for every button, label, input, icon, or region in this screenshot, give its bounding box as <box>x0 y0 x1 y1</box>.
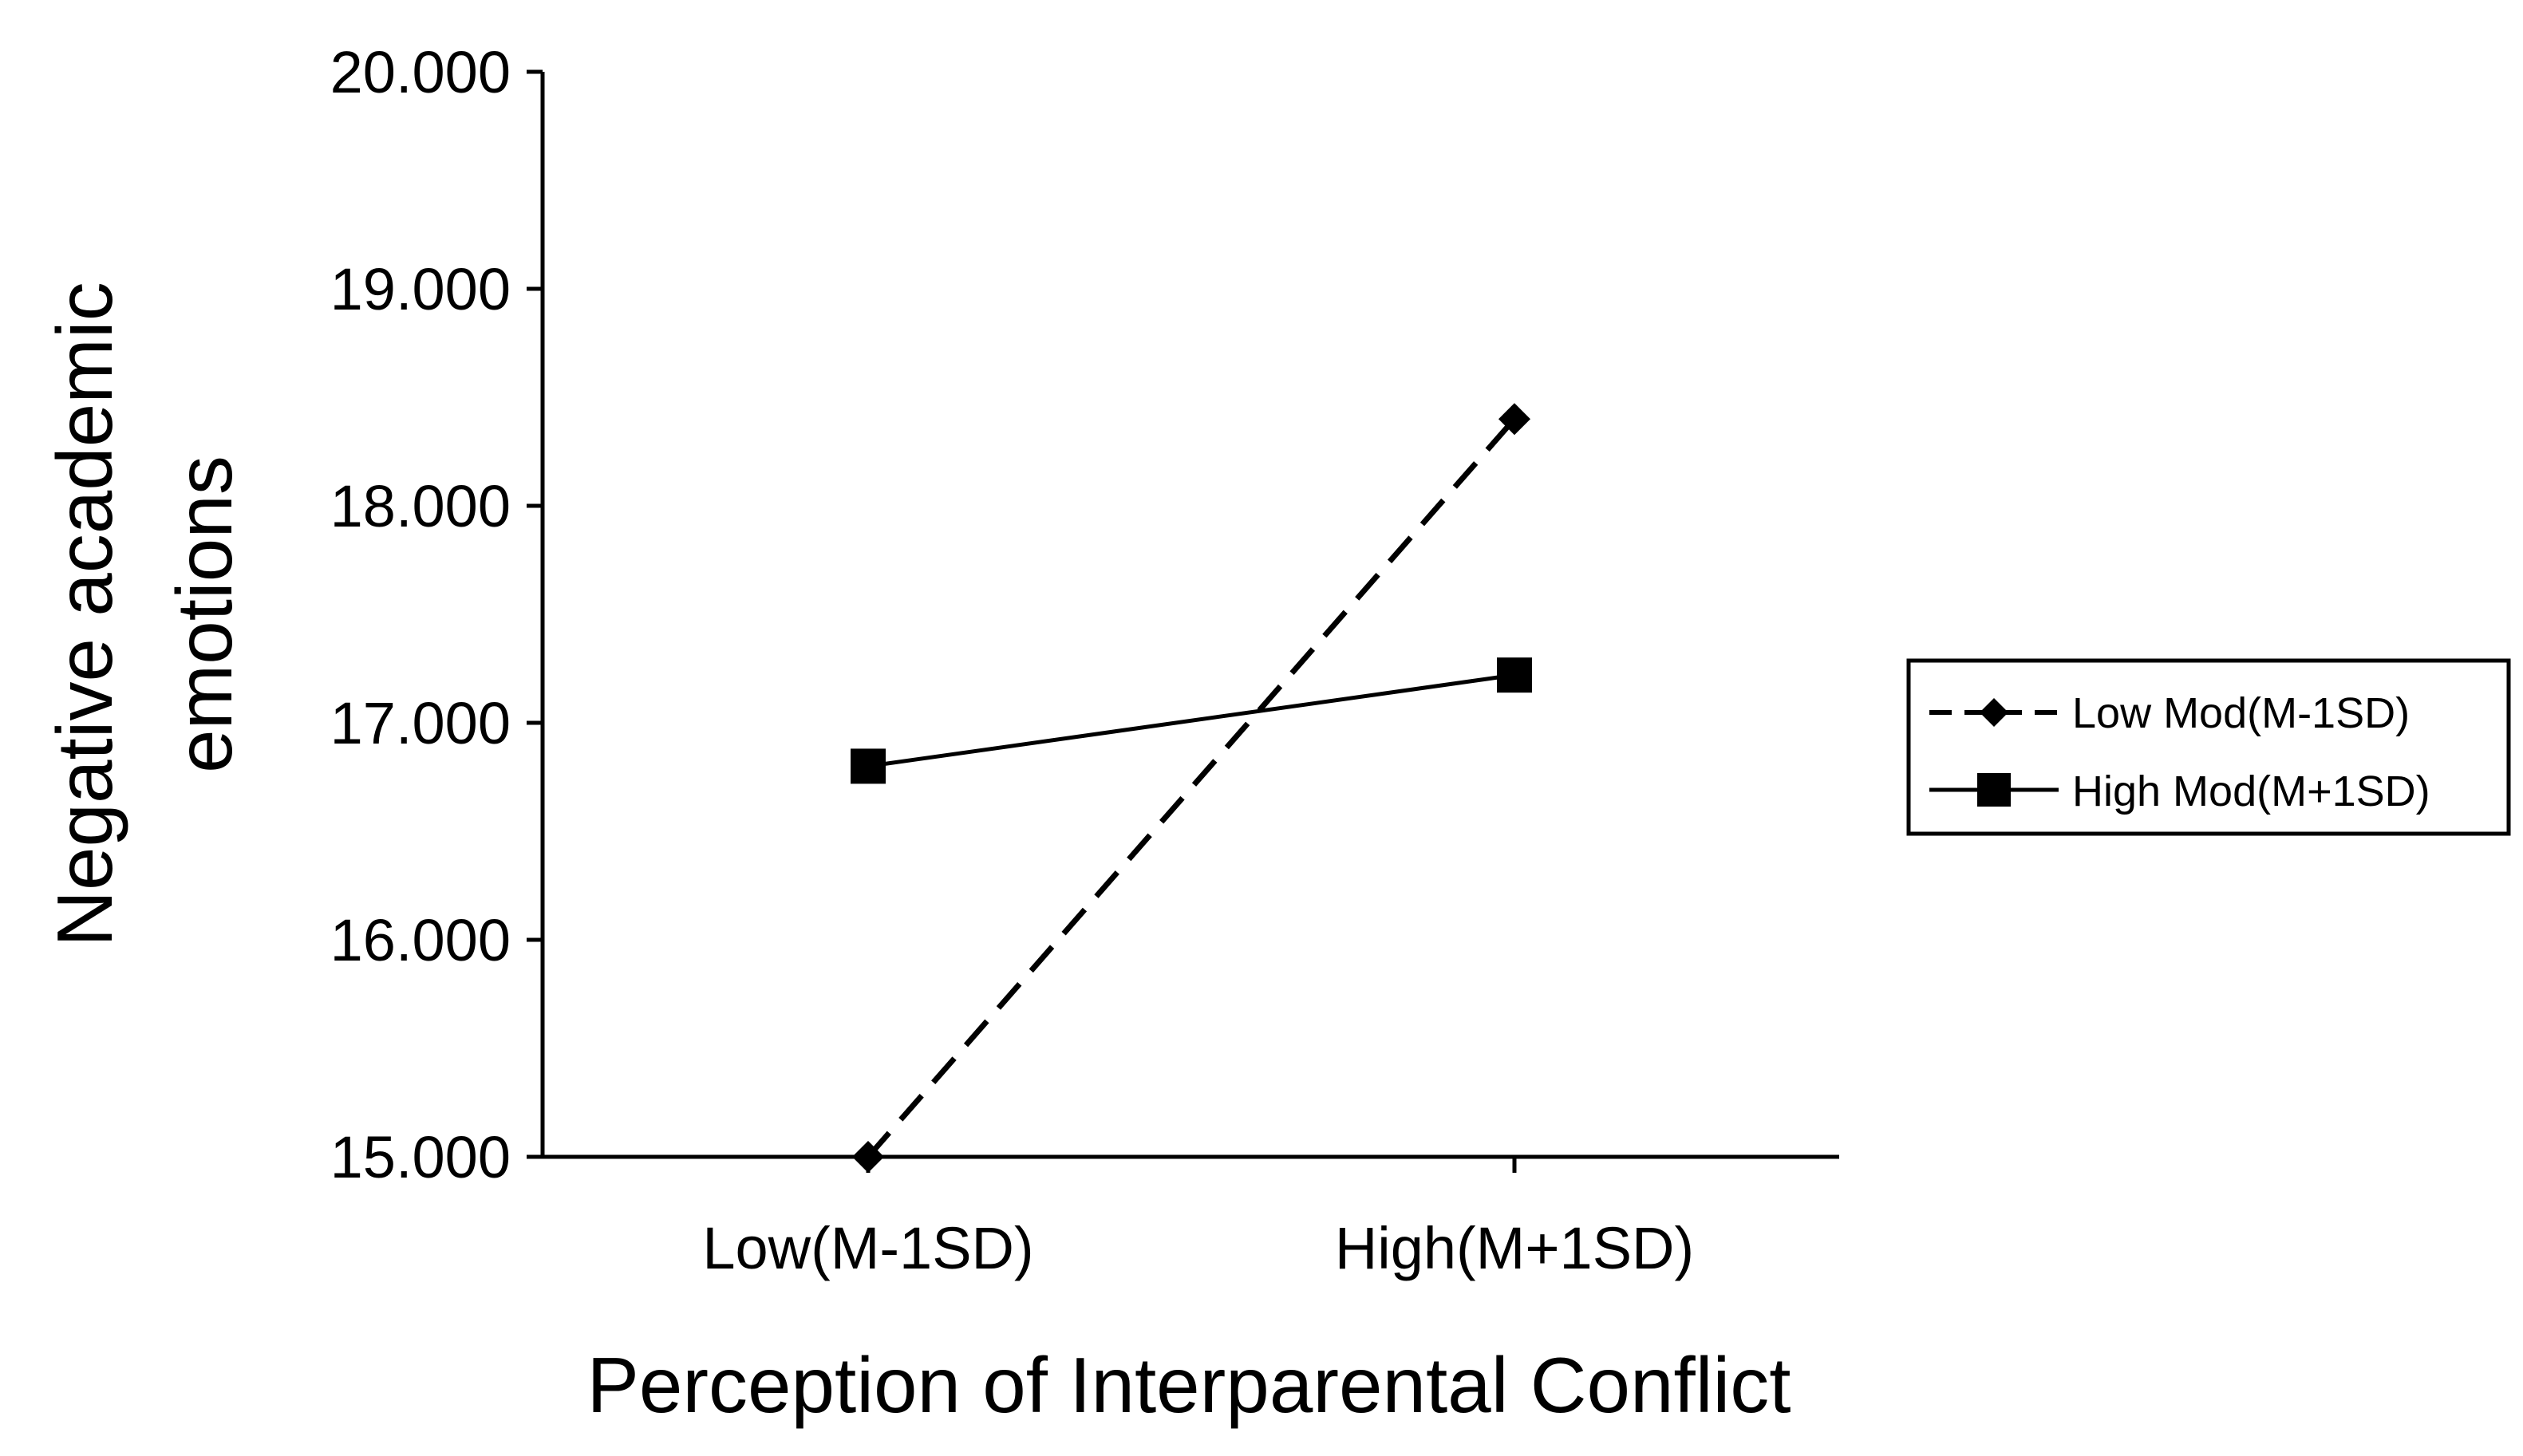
y-tick-label: 19.000 <box>330 256 511 322</box>
y-tick-label: 20.000 <box>330 39 511 105</box>
y-tick-label: 17.000 <box>330 690 511 756</box>
y-tick-label: 18.000 <box>330 473 511 539</box>
legend-marker-low-mod <box>1980 698 2008 727</box>
legend-label-low-mod: Low Mod(M-1SD) <box>2072 689 2410 737</box>
y-axis-title-line-2: emotions <box>160 456 248 773</box>
x-ticks: Low(M-1SD) High(M+1SD) <box>702 1157 1694 1281</box>
y-tick-label: 15.000 <box>330 1124 511 1190</box>
series-line-low-mod <box>866 416 1517 1159</box>
x-tick-label: High(M+1SD) <box>1335 1215 1694 1281</box>
legend-box <box>1906 658 2511 836</box>
y-tick-label: 16.000 <box>330 907 511 973</box>
series-line-high-mod <box>867 673 1515 768</box>
x-axis-title: Perception of Interparental Conflict <box>587 1341 1791 1429</box>
x-tick-label: Low(M-1SD) <box>702 1215 1033 1281</box>
y-axis-title: Negative academic emotions <box>41 282 248 946</box>
data-point-high-mod <box>1497 657 1532 693</box>
legend-label-high-mod: High Mod(M+1SD) <box>2072 767 2430 815</box>
data-point-high-mod <box>851 748 886 784</box>
legend: Low Mod(M-1SD) High Mod(M+1SD) <box>1906 658 2511 836</box>
y-axis-title-line-1: Negative academic <box>41 282 128 946</box>
legend-marker-high-mod <box>1977 773 2011 807</box>
y-ticks: 15.000 16.000 17.000 18.000 19.000 20.000 <box>330 39 543 1190</box>
series-layer <box>851 403 1532 1173</box>
data-point-low-mod <box>1498 403 1530 436</box>
axes-layer <box>540 72 1839 1159</box>
data-point-low-mod <box>852 1141 884 1173</box>
